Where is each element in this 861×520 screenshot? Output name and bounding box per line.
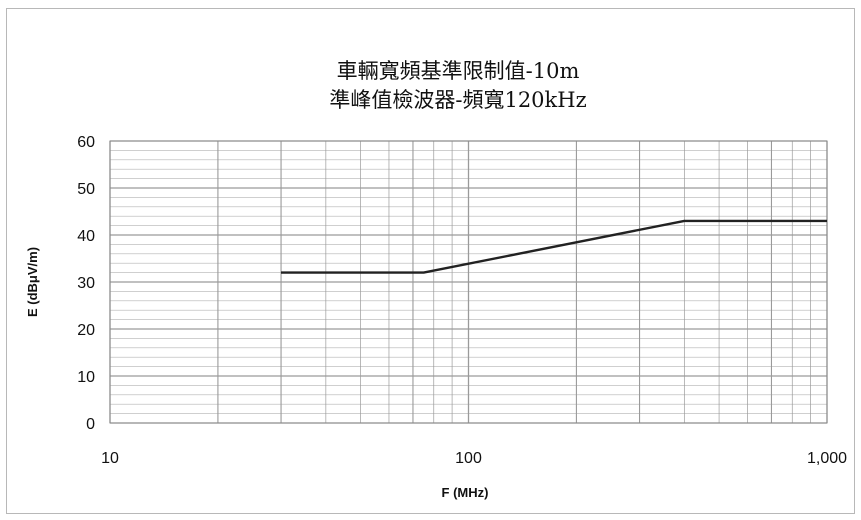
x-axis-label: F (MHz) xyxy=(442,485,489,500)
y-tick-label: 40 xyxy=(77,228,95,245)
x-tick-label: 10 xyxy=(101,450,119,467)
y-tick-labels: 0 10 20 30 40 50 60 xyxy=(77,134,95,433)
y-tick-label: 30 xyxy=(77,275,95,292)
x-tick-label: 1,000 xyxy=(807,450,847,467)
y-tick-label: 50 xyxy=(77,181,95,198)
x-tick-label: 100 xyxy=(455,450,482,467)
x-tick-labels: 10 100 1,000 xyxy=(101,450,847,467)
chart-title-line-2: 準峰值檢波器-頻寬120kHz xyxy=(329,88,586,112)
grid xyxy=(109,140,828,424)
chart-title-line-1: 車輛寬頻基準限制值-10m xyxy=(337,59,580,83)
series-layer xyxy=(281,219,827,274)
series-line-0 xyxy=(281,219,827,274)
plot-area-border xyxy=(109,140,828,424)
y-tick-label: 0 xyxy=(86,416,95,433)
y-tick-label: 20 xyxy=(77,322,95,339)
chart-frame xyxy=(6,8,855,514)
y-tick-label: 60 xyxy=(77,134,95,151)
y-axis-label: E (dBμV/m) xyxy=(25,247,40,317)
y-tick-label: 10 xyxy=(77,369,95,386)
